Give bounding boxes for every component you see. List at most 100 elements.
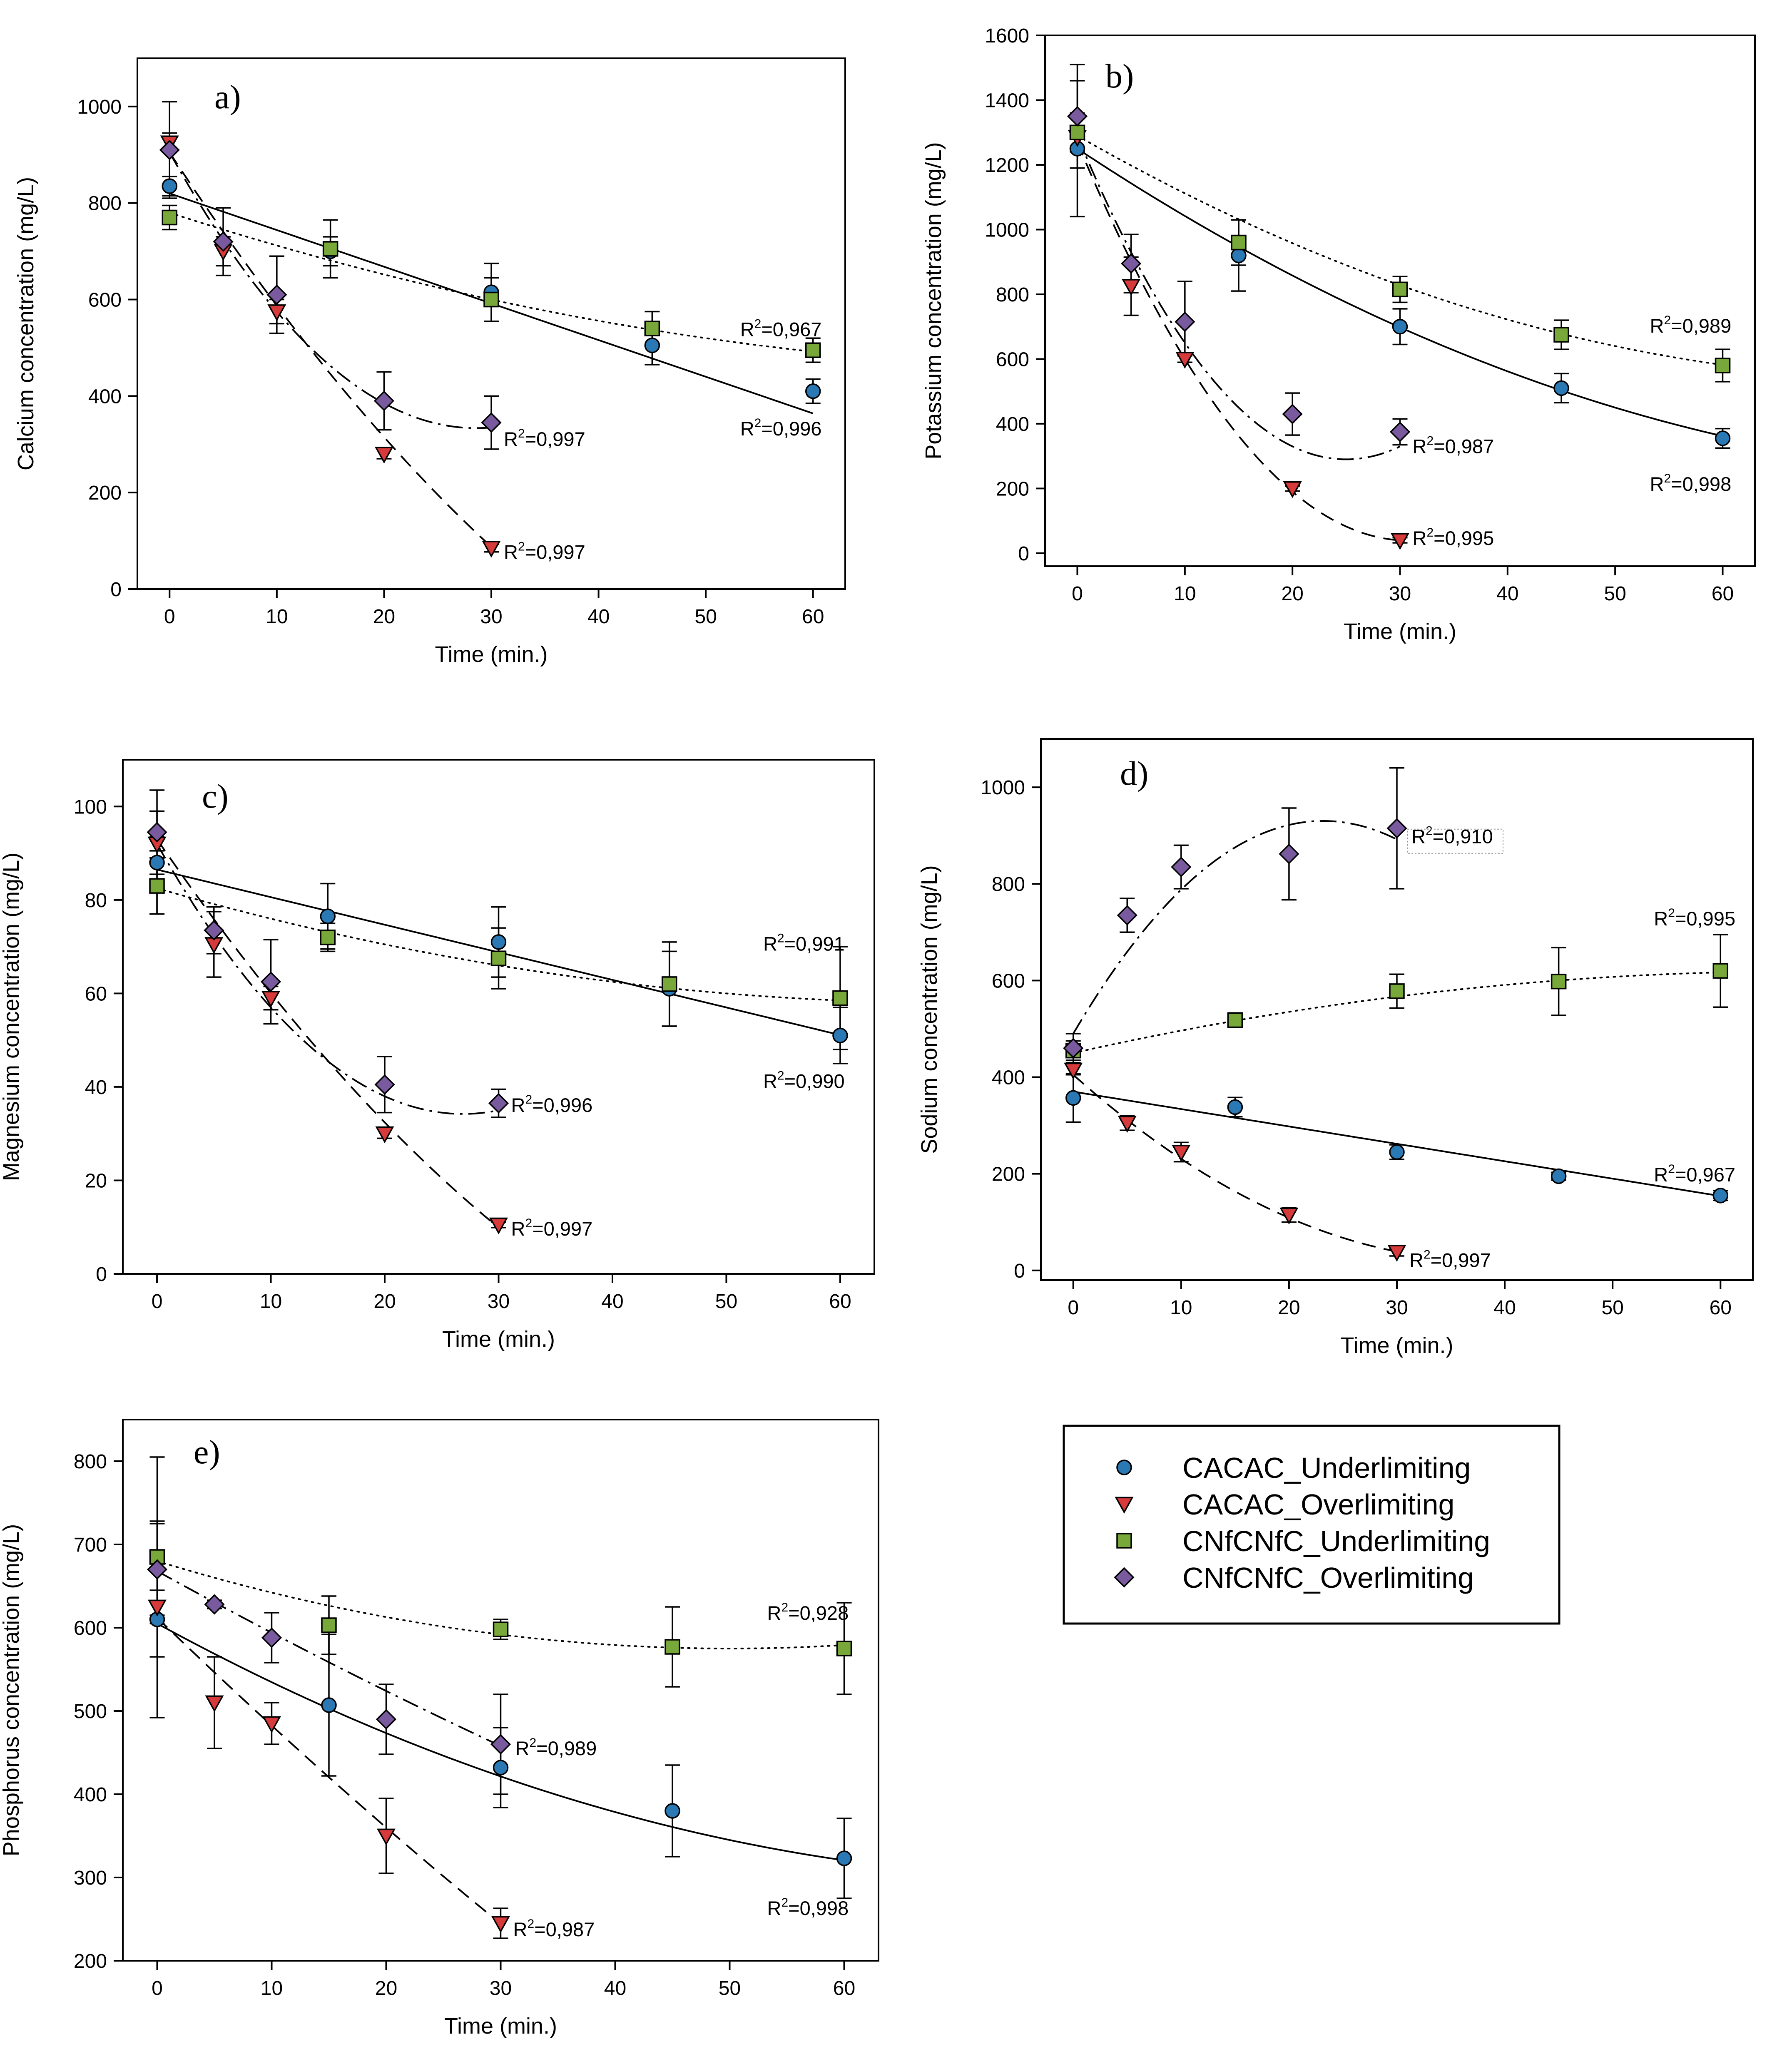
y-tick-label: 1000	[985, 219, 1029, 241]
x-tick-label: 50	[715, 1291, 737, 1313]
y-tick-label: 60	[85, 983, 107, 1005]
r2-label: R2=0,998	[1650, 472, 1732, 495]
data-point	[1118, 1116, 1137, 1133]
data-point	[1279, 843, 1299, 864]
r2-label: R2=0,997	[511, 1216, 593, 1240]
fit-curve	[156, 1560, 845, 1649]
y-tick-label: 600	[992, 970, 1025, 992]
legend-box: CACAC_Underlimiting CACAC_Overlimiting CNf…	[1063, 1425, 1561, 1625]
x-tick-label: 50	[1604, 583, 1626, 605]
x-tick-label: 60	[1710, 1297, 1732, 1319]
y-tick-label: 800	[992, 873, 1025, 895]
data-point	[490, 950, 507, 966]
x-tick-label: 40	[601, 1291, 623, 1313]
r2-label: R2=0,998	[767, 1896, 849, 1919]
data-point	[805, 342, 821, 358]
x-tick-label: 60	[829, 1291, 851, 1313]
x-tick-label: 0	[152, 1977, 163, 1999]
y-axis-title: Sodium concentration (mg/L)	[917, 865, 942, 1154]
data-point	[805, 383, 821, 399]
data-point	[162, 178, 178, 194]
x-axis-title: Time (min.)	[435, 642, 548, 667]
legend-marker	[1116, 1533, 1132, 1549]
y-tick-label: 80	[85, 890, 107, 912]
x-tick-label: 20	[373, 1291, 396, 1313]
data-point	[213, 231, 234, 252]
y-tick-label: 1400	[985, 90, 1029, 112]
data-point	[1712, 963, 1729, 979]
r2-label: R2=0,928	[767, 1601, 849, 1624]
y-tick-label: 400	[74, 1784, 107, 1806]
data-point	[1392, 318, 1408, 335]
x-tick-label: 0	[1072, 583, 1083, 605]
fit-curve	[1072, 820, 1397, 1034]
data-point	[1551, 1168, 1567, 1184]
data-point	[205, 1695, 224, 1713]
r2-label: R2=0,991	[763, 932, 845, 955]
data-point	[1065, 1090, 1081, 1106]
r2-label: R2=0,995	[1654, 906, 1735, 930]
x-tick-label: 0	[152, 1291, 163, 1313]
y-tick-label: 1000	[981, 777, 1025, 799]
fit-curve	[169, 152, 492, 429]
x-axis-title: Time (min.)	[444, 2014, 557, 2039]
data-point	[1283, 481, 1302, 498]
data-point	[375, 1126, 394, 1144]
y-tick-label: 800	[74, 1451, 107, 1473]
data-point	[1231, 234, 1247, 251]
data-point	[661, 976, 677, 992]
data-point	[1121, 253, 1142, 274]
r2-label: R2=0,987	[1413, 434, 1494, 457]
data-point	[490, 1734, 511, 1755]
r2-label: R2=0,989	[1650, 313, 1732, 337]
r2-label: R2=0,997	[504, 427, 585, 450]
legend-entry-label: CNfCNfC_Underlimiting	[1182, 1525, 1490, 1557]
data-point	[493, 1621, 509, 1637]
x-tick-label: 20	[1278, 1297, 1300, 1319]
x-tick-label: 30	[1386, 1297, 1408, 1319]
chart-panel-c: 0 10 20 30 40 50 60 0 20 40 60 80 100 Time (min.) Magn…	[0, 759, 875, 1352]
data-point	[644, 337, 660, 353]
data-point	[1175, 311, 1195, 332]
y-tick-label: 200	[88, 482, 122, 504]
y-tick-label: 600	[74, 1617, 107, 1639]
y-tick-label: 500	[74, 1701, 107, 1723]
fit-curve	[1073, 1091, 1721, 1197]
x-tick-label: 10	[260, 1291, 282, 1313]
data-point	[1551, 973, 1567, 990]
data-point	[261, 991, 281, 1008]
x-tick-label: 10	[1170, 1297, 1192, 1319]
data-point	[1227, 1099, 1243, 1115]
y-tick-label: 1000	[77, 96, 122, 118]
data-point	[482, 541, 501, 558]
data-point	[832, 1027, 848, 1044]
data-point	[204, 1594, 225, 1615]
y-tick-label: 800	[996, 284, 1029, 306]
x-tick-label: 50	[1601, 1297, 1623, 1319]
y-axis-title: Calcium concentration (mg/L)	[13, 177, 38, 470]
data-point	[481, 412, 502, 433]
y-tick-label: 20	[85, 1170, 107, 1192]
data-point	[1122, 279, 1141, 296]
y-tick-label: 0	[1014, 1260, 1025, 1282]
data-point	[376, 1828, 396, 1846]
r2-label: R2=0,967	[1654, 1162, 1735, 1186]
data-point	[836, 1850, 852, 1866]
data-point	[159, 139, 180, 160]
data-point	[1390, 533, 1410, 550]
y-tick-label: 400	[88, 385, 122, 408]
data-point	[1069, 124, 1085, 140]
data-point	[483, 291, 499, 308]
data-point	[644, 321, 660, 336]
legend-frame	[1063, 1425, 1561, 1625]
y-tick-label: 0	[110, 579, 122, 601]
x-tick-label: 20	[1281, 583, 1303, 605]
panel-letter: b)	[1105, 57, 1134, 95]
legend-entry-label: CNfCNfC_Overlimiting	[1182, 1562, 1474, 1594]
data-point	[1387, 1245, 1406, 1262]
data-point	[1279, 1207, 1299, 1225]
r2-label: R2=0,996	[740, 416, 822, 440]
data-point	[665, 1639, 680, 1655]
y-tick-label: 400	[996, 413, 1029, 435]
